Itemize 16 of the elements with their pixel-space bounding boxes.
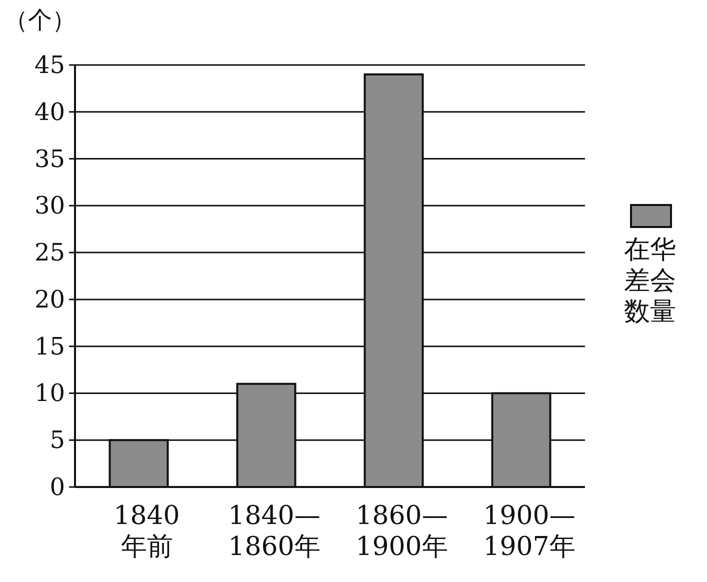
y-tick-label: 10 xyxy=(34,379,65,408)
y-tick-label: 15 xyxy=(34,332,65,360)
y-tick-label: 0 xyxy=(50,473,65,501)
y-tick-label: 20 xyxy=(34,285,65,314)
x-tick-label: 1840— 1860年 xyxy=(228,501,320,562)
y-tick-label: 25 xyxy=(34,238,65,267)
y-tick-label: 40 xyxy=(34,98,65,126)
y-tick-label: 5 xyxy=(50,426,65,454)
y-tick-label: 30 xyxy=(34,192,65,220)
x-tick-label: 1900— 1907年 xyxy=(483,501,576,562)
y-axis-title: （个） xyxy=(4,6,76,34)
y-tick-label: 45 xyxy=(34,51,65,79)
legend-label: 在华差会数量 xyxy=(623,235,677,329)
x-tick-label: 1840 年前 xyxy=(114,501,180,562)
x-tick-label: 1860— 1900年 xyxy=(356,501,448,562)
y-tick-label: 35 xyxy=(34,144,65,173)
